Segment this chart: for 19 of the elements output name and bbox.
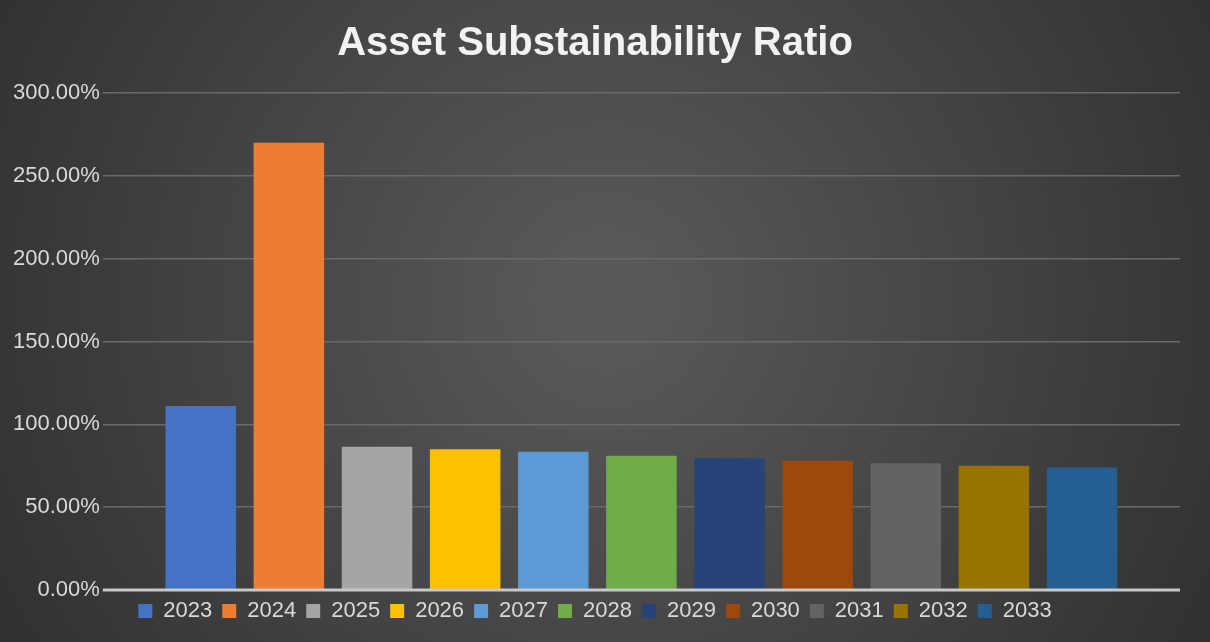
legend-label: 2032: [918, 597, 968, 623]
legend-label: 2030: [750, 597, 800, 623]
y-tick-label: 100.00%: [12, 410, 100, 436]
legend-label: 2029: [666, 597, 716, 623]
y-tick-label: 300.00%: [12, 79, 100, 105]
legend-label: 2028: [583, 597, 632, 623]
y-tick-label: 0.00%: [37, 576, 100, 602]
legend-label: 2025: [331, 597, 381, 623]
y-tick-label: 200.00%: [12, 244, 100, 270]
legend-label: 2027: [499, 597, 549, 623]
chart-title: Asset Substainability Ratio: [337, 19, 853, 64]
legend-label: 2031: [834, 597, 884, 623]
y-tick-label: 250.00%: [12, 161, 100, 187]
y-tick-label: 50.00%: [25, 493, 100, 519]
legend-label: 2024: [247, 597, 297, 623]
legend-label: 2026: [415, 597, 465, 623]
legend-label: 2033: [1002, 597, 1052, 623]
y-tick-label: 150.00%: [12, 327, 100, 353]
legend-label: 2023: [163, 597, 213, 623]
